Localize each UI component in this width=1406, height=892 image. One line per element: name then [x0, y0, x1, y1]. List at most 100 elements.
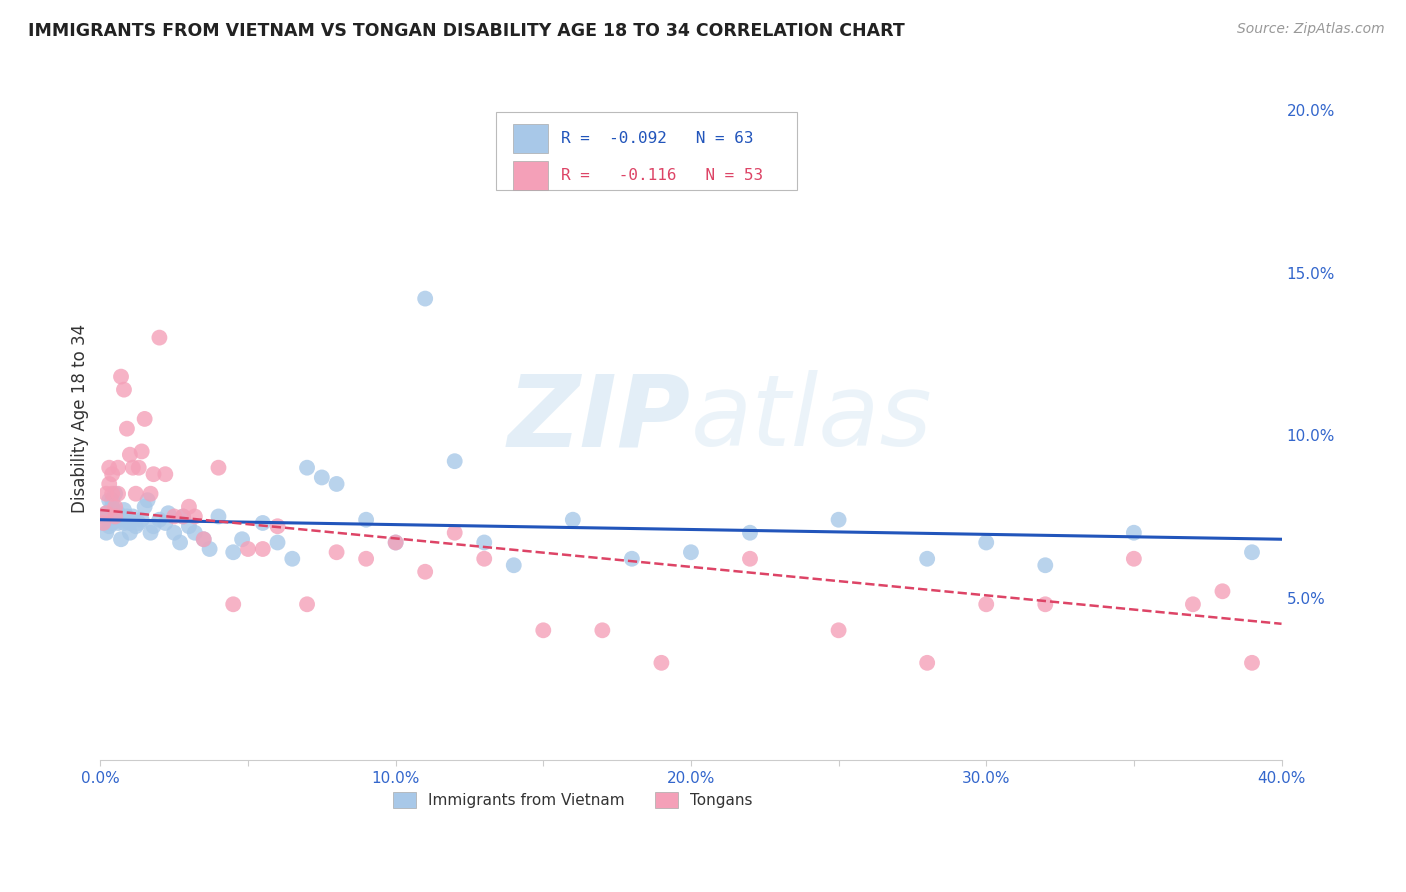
Point	[121, 509, 143, 524]
Point	[155, 516, 177, 530]
Point	[184, 525, 207, 540]
Point	[252, 516, 274, 530]
Point	[163, 509, 186, 524]
Point	[172, 509, 194, 524]
Point	[1122, 525, 1144, 540]
Point	[139, 486, 162, 500]
Point	[1181, 597, 1204, 611]
Point	[738, 525, 761, 540]
Point	[96, 506, 118, 520]
FancyBboxPatch shape	[513, 124, 548, 153]
Point	[115, 509, 138, 524]
Legend: Immigrants from Vietnam, Tongans: Immigrants from Vietnam, Tongans	[387, 786, 759, 814]
Text: R =   -0.116   N = 53: R = -0.116 N = 53	[561, 168, 763, 183]
Point	[591, 624, 613, 638]
Point	[101, 467, 124, 482]
Point	[134, 412, 156, 426]
Point	[295, 597, 318, 611]
Point	[155, 467, 177, 482]
Point	[222, 545, 245, 559]
Point	[139, 525, 162, 540]
Point	[101, 486, 124, 500]
Point	[96, 486, 118, 500]
Point	[413, 292, 436, 306]
Point	[128, 516, 150, 530]
Point	[1033, 597, 1056, 611]
Point	[1033, 558, 1056, 573]
FancyBboxPatch shape	[496, 112, 797, 190]
Point	[128, 460, 150, 475]
Point	[107, 506, 129, 520]
Point	[96, 525, 118, 540]
Point	[142, 467, 165, 482]
Point	[98, 493, 121, 508]
Point	[118, 516, 141, 530]
Point	[110, 513, 132, 527]
Point	[169, 535, 191, 549]
Point	[91, 509, 114, 524]
Point	[136, 493, 159, 508]
Point	[177, 500, 200, 514]
Point	[98, 460, 121, 475]
Point	[207, 460, 229, 475]
Point	[974, 535, 997, 549]
Point	[295, 460, 318, 475]
Point	[354, 513, 377, 527]
Point	[502, 558, 524, 573]
Point	[679, 545, 702, 559]
Point	[98, 519, 121, 533]
Point	[131, 444, 153, 458]
Point	[142, 519, 165, 533]
Point	[1211, 584, 1233, 599]
Point	[104, 486, 127, 500]
Text: ZIP: ZIP	[508, 370, 690, 467]
Point	[101, 500, 124, 514]
Point	[125, 519, 148, 533]
Point	[915, 551, 938, 566]
Point	[354, 551, 377, 566]
Point	[115, 422, 138, 436]
Point	[1240, 656, 1263, 670]
Point	[91, 516, 114, 530]
Point	[107, 516, 129, 530]
Point	[472, 551, 495, 566]
Point	[101, 516, 124, 530]
Point	[193, 533, 215, 547]
Point	[620, 551, 643, 566]
Point	[112, 383, 135, 397]
Point	[125, 486, 148, 500]
Point	[384, 535, 406, 549]
Text: atlas: atlas	[690, 370, 932, 467]
Point	[104, 509, 127, 524]
Point	[131, 513, 153, 527]
Point	[827, 513, 849, 527]
Point	[112, 503, 135, 517]
Point	[91, 516, 114, 530]
Point	[252, 541, 274, 556]
Point	[1240, 545, 1263, 559]
Point	[184, 509, 207, 524]
Point	[443, 454, 465, 468]
Point	[112, 516, 135, 530]
Point	[110, 369, 132, 384]
Point	[107, 460, 129, 475]
Point	[198, 541, 221, 556]
Point	[172, 509, 194, 524]
Point	[118, 525, 141, 540]
Point	[96, 506, 118, 520]
Point	[738, 551, 761, 566]
Point	[531, 624, 554, 638]
Point	[325, 545, 347, 559]
Point	[311, 470, 333, 484]
Point	[157, 506, 180, 520]
Point	[148, 330, 170, 344]
Text: R =  -0.092   N = 63: R = -0.092 N = 63	[561, 131, 754, 146]
Point	[472, 535, 495, 549]
Point	[207, 509, 229, 524]
Text: IMMIGRANTS FROM VIETNAM VS TONGAN DISABILITY AGE 18 TO 34 CORRELATION CHART: IMMIGRANTS FROM VIETNAM VS TONGAN DISABI…	[28, 22, 905, 40]
Point	[148, 513, 170, 527]
Point	[231, 533, 253, 547]
Point	[281, 551, 304, 566]
FancyBboxPatch shape	[513, 161, 548, 190]
Point	[104, 513, 127, 527]
